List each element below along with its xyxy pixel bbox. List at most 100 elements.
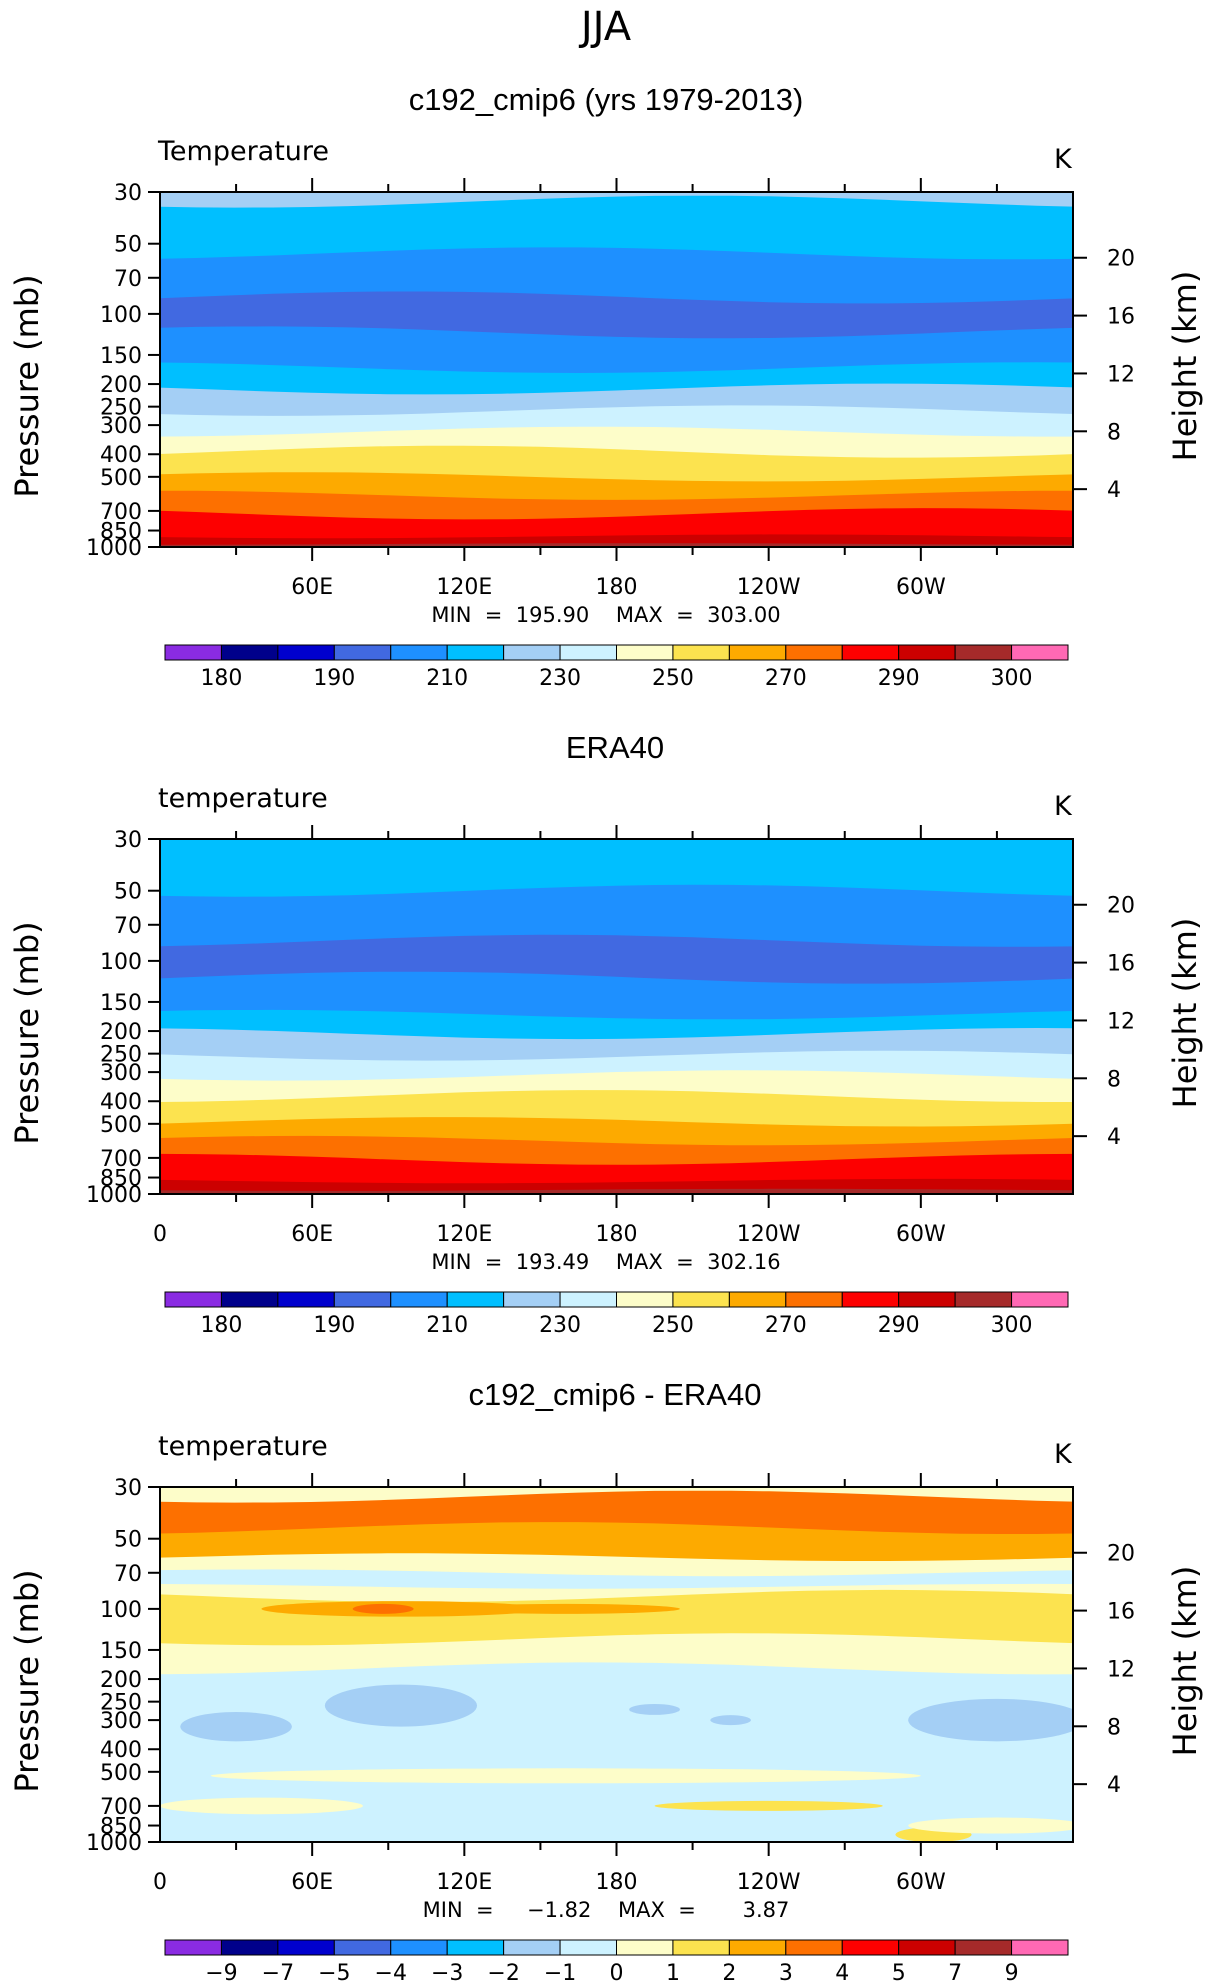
- colorbar-label: −7: [262, 1961, 294, 1986]
- pressure-axis-label: Pressure (mb): [8, 1569, 46, 1792]
- colorbar-box: [220, 644, 279, 661]
- x-tick-label: 180: [596, 1222, 638, 1247]
- y-tick-label: 1000: [86, 1831, 142, 1856]
- x-tick-label: 60W: [896, 575, 946, 600]
- panel-title: c192_cmip6 (yrs 1979-2013): [409, 82, 804, 117]
- colorbar-label: 0: [610, 1961, 624, 1986]
- y-tick-label: 400: [100, 1090, 142, 1115]
- colorbar-box: [390, 1291, 448, 1308]
- min-max-text: MIN = −1.82 MAX = 3.87: [423, 1898, 790, 1922]
- contour-blob: [210, 1768, 921, 1784]
- y-tick-label: 150: [100, 344, 142, 369]
- colorbar-label: 4: [835, 1961, 849, 1986]
- colorbar-label: 270: [765, 666, 807, 691]
- y-tick-label: 400: [100, 1738, 142, 1763]
- right-tick-label: 12: [1107, 1009, 1135, 1034]
- colorbar-box: [277, 1291, 335, 1308]
- right-tick-label: 20: [1107, 247, 1135, 272]
- contour-blob: [908, 1698, 1073, 1742]
- contour-blob: [352, 1603, 414, 1614]
- y-tick-label: 700: [100, 1147, 142, 1172]
- colorbar-label: 7: [948, 1961, 962, 1986]
- colorbar-label: 300: [991, 666, 1033, 691]
- panel-model: c192_cmip6 (yrs 1979-2013) Temperature K…: [8, 82, 1204, 691]
- colorbar-label: −2: [487, 1961, 519, 1986]
- y-tick-label: 300: [100, 1709, 142, 1734]
- x-tick-label: 60E: [291, 575, 333, 600]
- right-tick-label: 16: [1107, 952, 1135, 977]
- x-tick-label: 60E: [291, 1870, 333, 1895]
- colorbar-box: [333, 644, 392, 661]
- colorbar-box: [841, 1939, 900, 1956]
- colorbar-box: [728, 1939, 787, 1956]
- contour-blob: [324, 1684, 478, 1727]
- contour-blob: [180, 1711, 292, 1742]
- panel-era40: ERA40 temperature K 30507010015020025030…: [8, 730, 1204, 1338]
- y-tick-label: 500: [100, 1761, 142, 1786]
- right-tick-label: 16: [1107, 305, 1135, 330]
- colorbar-box: [277, 644, 335, 661]
- contour-blob: [629, 1703, 680, 1715]
- contour-blob: [451, 1603, 680, 1614]
- y-tick-label: 30: [114, 828, 142, 853]
- colorbar-box: [503, 1291, 561, 1308]
- y-tick-label: 1000: [86, 536, 142, 561]
- colorbar-label: 230: [539, 666, 581, 691]
- colorbar-box: [616, 1291, 674, 1308]
- right-tick-label: 16: [1107, 1600, 1135, 1625]
- y-tick-label: 50: [114, 1528, 142, 1553]
- y-tick-label: 70: [114, 1562, 142, 1587]
- panel-title: ERA40: [566, 730, 664, 765]
- colorbar-label: 180: [200, 666, 242, 691]
- right-tick-label: 4: [1107, 478, 1121, 503]
- colorbar-label: 270: [765, 1313, 807, 1338]
- colorbar-box: [672, 644, 730, 661]
- colorbar-box: [220, 1291, 279, 1308]
- colorbar-box: [390, 1939, 448, 1956]
- contour-band: [160, 1662, 1073, 1842]
- right-tick-label: 8: [1107, 1067, 1121, 1092]
- y-tick-label: 100: [100, 950, 142, 975]
- y-tick-label: 50: [114, 880, 142, 905]
- colorbar-box: [333, 1939, 392, 1956]
- contour-blob: [654, 1800, 883, 1811]
- colorbar-box: [785, 644, 843, 661]
- height-axis-label: Height (km): [1166, 271, 1204, 462]
- colorbar-box: [277, 1939, 335, 1956]
- colorbar-box: [616, 1939, 674, 1956]
- colorbar-box: [841, 644, 900, 661]
- colorbar-label: 3: [779, 1961, 793, 1986]
- variable-label: temperature: [158, 1431, 328, 1462]
- y-tick-label: 150: [100, 1639, 142, 1664]
- colorbar-box: [559, 1939, 617, 1956]
- right-tick-label: 8: [1107, 420, 1121, 445]
- x-tick-label: 120E: [436, 1870, 492, 1895]
- y-tick-label: 30: [114, 1476, 142, 1501]
- y-tick-label: 200: [100, 1020, 142, 1045]
- y-tick-label: 300: [100, 1061, 142, 1086]
- contour-blob: [160, 1797, 363, 1815]
- colorbar: 180 190 210 230 250 270 290 300: [164, 1291, 1069, 1338]
- y-tick-label: 200: [100, 373, 142, 398]
- y-tick-label: 100: [100, 303, 142, 328]
- colorbar-box: [898, 1939, 956, 1956]
- x-tick-label: 120E: [436, 575, 492, 600]
- y-tick-label: 70: [114, 267, 142, 292]
- colorbar-box: [898, 644, 956, 661]
- colorbar-box: [785, 1291, 843, 1308]
- x-tick-label: 0: [153, 1870, 167, 1895]
- colorbar-label: 300: [991, 1313, 1033, 1338]
- colorbar-box: [164, 1291, 222, 1308]
- colorbar-label: 5: [892, 1961, 906, 1986]
- colorbar-box: [446, 1939, 505, 1956]
- y-tick-label: 850: [100, 1815, 142, 1840]
- colorbar: −9 −7 −5 −4 −3 −2 −1 0 1 2 3 4 5 7 9: [164, 1939, 1069, 1986]
- unit-label: K: [1054, 144, 1073, 175]
- colorbar-label: 9: [1005, 1961, 1019, 1986]
- colorbar-label: 250: [652, 666, 694, 691]
- colorbar-box: [446, 1291, 505, 1308]
- colorbar-label: 250: [652, 1313, 694, 1338]
- y-tick-label: 250: [100, 1043, 142, 1068]
